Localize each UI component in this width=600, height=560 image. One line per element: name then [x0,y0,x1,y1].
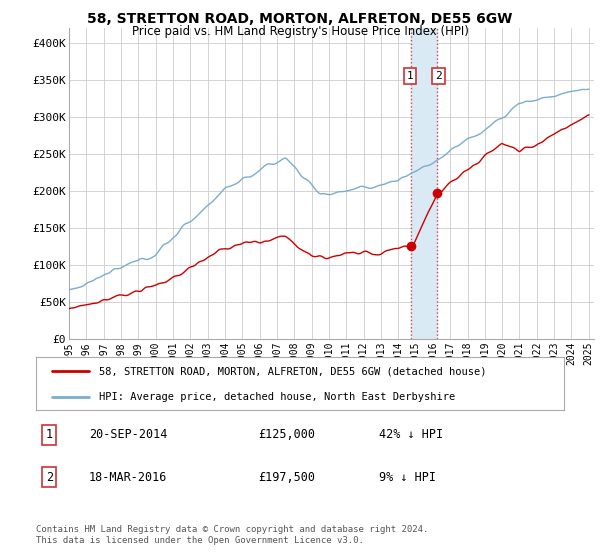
Text: £197,500: £197,500 [258,471,315,484]
Text: HPI: Average price, detached house, North East Derbyshire: HPI: Average price, detached house, Nort… [100,391,455,402]
Text: 20-SEP-2014: 20-SEP-2014 [89,428,167,441]
Text: 2: 2 [435,71,442,81]
Text: 58, STRETTON ROAD, MORTON, ALFRETON, DE55 6GW (detached house): 58, STRETTON ROAD, MORTON, ALFRETON, DE5… [100,366,487,376]
Text: £125,000: £125,000 [258,428,315,441]
Text: 1: 1 [406,71,413,81]
Text: 42% ↓ HPI: 42% ↓ HPI [379,428,443,441]
Text: Contains HM Land Registry data © Crown copyright and database right 2024.
This d: Contains HM Land Registry data © Crown c… [36,525,428,545]
Text: 2: 2 [46,471,53,484]
Text: Price paid vs. HM Land Registry's House Price Index (HPI): Price paid vs. HM Land Registry's House … [131,25,469,38]
Text: 58, STRETTON ROAD, MORTON, ALFRETON, DE55 6GW: 58, STRETTON ROAD, MORTON, ALFRETON, DE5… [88,12,512,26]
Text: 1: 1 [46,428,53,441]
Text: 18-MAR-2016: 18-MAR-2016 [89,471,167,484]
Text: 9% ↓ HPI: 9% ↓ HPI [379,471,436,484]
Bar [411,28,437,339]
